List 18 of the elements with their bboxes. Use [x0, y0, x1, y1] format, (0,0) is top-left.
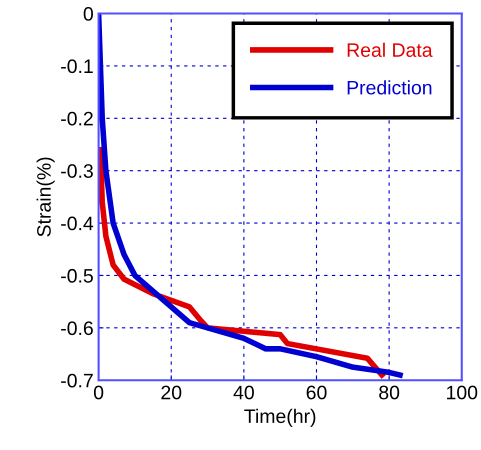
x-tick-label: 100 [447, 386, 478, 400]
legend-label: Real Data [348, 42, 433, 57]
x-tick-label: 20 [161, 386, 182, 400]
y-axis-title: Strain(%) [36, 158, 55, 237]
legend-label: Prediction [348, 80, 432, 95]
y-tick-label: -0.2 [61, 112, 93, 126]
x-axis-title: Time(hr) [244, 408, 316, 427]
y-tick-label: -0.7 [61, 374, 93, 388]
x-tick-label: 0 [94, 386, 104, 400]
x-tick-label: 80 [379, 386, 400, 400]
y-tick-label: -0.5 [61, 268, 93, 283]
y-tick-label: 0 [84, 6, 93, 21]
x-tick-label: 40 [234, 386, 254, 400]
y-tick-label: -0.1 [61, 59, 93, 74]
y-tick-label: -0.4 [61, 216, 94, 230]
y-tick-label: -0.3 [61, 164, 93, 178]
y-tick-label: -0.6 [61, 321, 93, 336]
x-tick-label: 60 [306, 386, 327, 400]
